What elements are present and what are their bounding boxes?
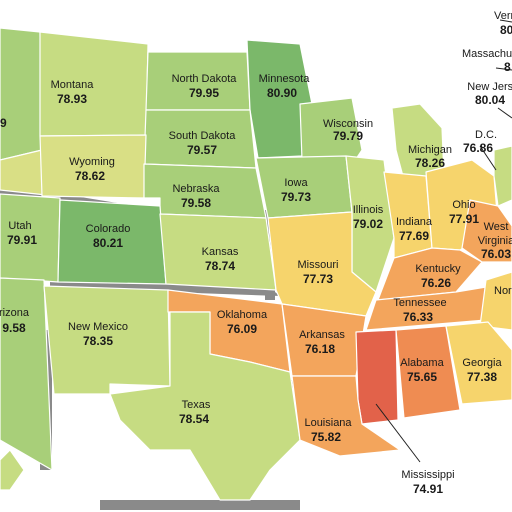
label-value-missouri: 77.73 [303,272,333,286]
label-value-ohio: 77.91 [449,212,479,226]
label-value-minnesota: 80.90 [267,86,297,100]
label-name-massachusetts: Massachu [462,48,512,60]
label-value-mississippi: 74.91 [413,482,443,496]
label-name-minnesota: Minnesota [259,73,311,85]
label-value-kansas: 78.74 [205,259,235,273]
label-value-utah: 79.91 [7,233,37,247]
state-labels: Verm 80 Massachu 8 New Jersey 80.04 D.C.… [0,10,512,496]
label-value-north-dakota: 79.95 [189,86,219,100]
label-value-arkansas: 76.18 [305,342,335,356]
label-name-indiana: Indiana [396,216,433,228]
label-value-oklahoma: 76.09 [227,322,257,336]
label-name-west-virginia-2: Virginia [478,235,512,247]
label-name-wyoming: Wyoming [69,156,115,168]
label-name-iowa: Iowa [284,177,308,189]
label-name-arizona: rizona [0,307,30,319]
label-value-georgia: 77.38 [467,370,497,384]
label-value-kentucky: 76.26 [421,276,451,290]
label-value-tennessee: 76.33 [403,310,433,324]
label-name-ohio: Ohio [452,199,475,211]
label-value-vermont: 80 [500,23,512,37]
label-name-utah: Utah [8,220,31,232]
label-name-new-jersey: New Jersey [467,81,512,93]
label-value-west-virginia: 76.03 [481,247,511,261]
label-value-colorado: 80.21 [93,236,123,250]
label-name-nebraska: Nebraska [172,183,220,195]
state-missouri-shape[interactable] [267,211,377,317]
label-name-georgia: Georgia [462,357,502,369]
label-name-oklahoma: Oklahoma [217,309,268,321]
label-name-dc: D.C. [475,129,497,141]
label-name-louisiana: Louisiana [304,417,352,429]
label-value-wyoming: 78.62 [75,169,105,183]
label-value-wisconsin: 79.79 [333,129,363,143]
label-name-kansas: Kansas [202,246,239,258]
label-name-michigan: Michigan [408,144,452,156]
state-idaho-shape[interactable] [0,27,43,161]
label-name-alabama: Alabama [400,357,444,369]
state-georgia-shape[interactable] [445,321,512,405]
leader-lines [375,19,512,463]
label-name-montana: Montana [51,79,95,91]
label-value-iowa: 79.73 [281,190,311,204]
label-name-missouri: Missouri [298,259,339,271]
label-name-colorado: Colorado [86,223,131,235]
label-name-vermont: Verm [494,10,512,22]
state-arizona-shape[interactable] [0,277,53,471]
state-pennsylvania-edge-shape[interactable] [493,145,512,207]
label-value-south-dakota: 79.57 [187,143,217,157]
label-value-texas: 78.54 [179,412,209,426]
label-value-massachusetts: 8 [504,60,511,74]
label-name-west-virginia-1: West [484,221,509,233]
label-name-kentucky: Kentucky [415,263,461,275]
label-name-tennessee: Tennessee [393,297,446,309]
label-value-nebraska: 79.58 [181,196,211,210]
label-name-illinois: Illinois [353,204,384,216]
label-name-arkansas: Arkansas [299,329,345,341]
label-name-new-mexico: New Mexico [68,321,128,333]
state-alabama-shape[interactable] [395,325,461,419]
label-value-idaho: 9 [0,116,7,130]
label-value-montana: 78.93 [57,92,87,106]
state-hawaii-hint-shape [0,449,25,491]
label-value-louisiana: 75.82 [311,430,341,444]
label-name-wisconsin: Wisconsin [323,118,373,130]
label-name-north-carolina: Nor [494,285,512,297]
label-name-texas: Texas [182,399,211,411]
label-name-mississippi: Mississippi [401,469,454,481]
label-value-alabama: 75.65 [407,370,437,384]
label-value-new-jersey: 80.04 [475,93,505,107]
label-value-indiana: 77.69 [399,229,429,243]
label-value-arizona: 9.58 [2,321,26,335]
state-louisiana-shape[interactable] [291,375,401,457]
state-north-carolina-shape[interactable] [479,271,512,331]
state-mississippi-shape[interactable] [355,329,399,425]
label-value-michigan: 78.26 [415,156,445,170]
label-name-south-dakota: South Dakota [169,130,237,142]
state-texas-shape[interactable] [109,311,301,501]
label-value-illinois: 79.02 [353,217,383,231]
label-value-new-mexico: 78.35 [83,334,113,348]
label-value-dc: 76.86 [463,141,493,155]
states-layer [0,27,512,501]
label-name-north-dakota: North Dakota [172,73,238,85]
